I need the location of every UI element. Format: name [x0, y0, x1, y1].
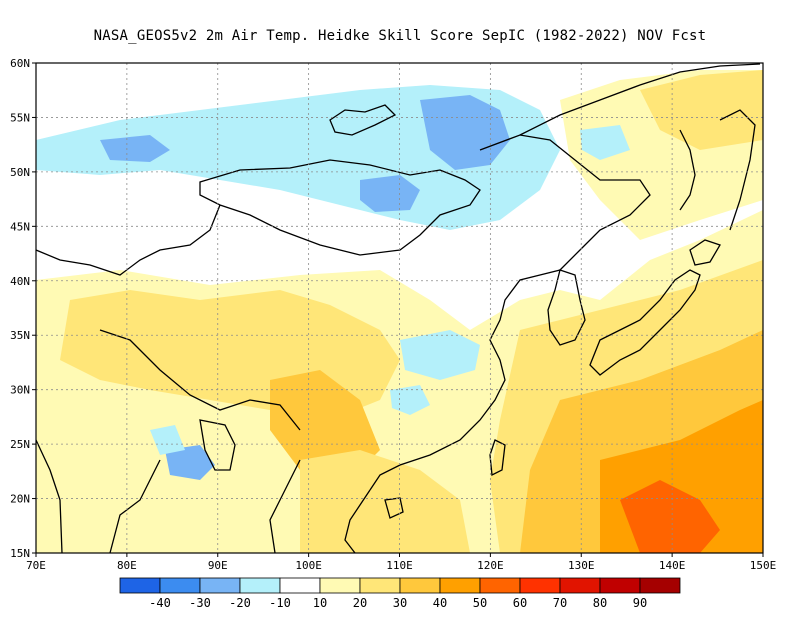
himalaya-border [99, 329, 301, 431]
lake-baikal [329, 104, 397, 136]
colorbar-swatch [559, 577, 601, 594]
lon-tick-label: 130E [568, 559, 595, 572]
lon-tick-label: 90E [208, 559, 228, 572]
lat-tick-label: 30N [10, 384, 30, 397]
taiwan-coast [489, 439, 506, 477]
colorbar-label: -10 [269, 596, 291, 610]
korea-coast [547, 269, 586, 346]
field-china-lightblue [400, 330, 480, 380]
colorbar: -40 -30 -20 -10 10 20 30 40 50 60 70 80 90 [119, 577, 681, 610]
field-mongolia-blue [360, 175, 420, 212]
colorbar-swatch [319, 577, 361, 594]
japan-coast [589, 269, 701, 376]
sakhalin-coast [679, 129, 696, 211]
field-bay-bengal-blue [165, 445, 215, 480]
lon-tick-label: 110E [386, 559, 413, 572]
colorbar-swatch [479, 577, 521, 594]
colorbar-label: -40 [149, 596, 171, 610]
hainan-coast [384, 497, 404, 519]
lat-tick-label: 60N [10, 57, 30, 70]
colorbar-swatch [399, 577, 441, 594]
colorbar-label: -30 [189, 596, 211, 610]
lat-tick-label: 45N [10, 220, 30, 233]
bangladesh-coast [199, 419, 236, 471]
lon-tick-label: 80E [117, 559, 137, 572]
lon-tick-label: 100E [295, 559, 322, 572]
lat-tick-label: 55N [10, 111, 30, 124]
hokkaido-coast [689, 239, 721, 266]
colorbar-swatch [599, 577, 641, 594]
colorbar-label: 20 [353, 596, 367, 610]
colorbar-label: 80 [593, 596, 607, 610]
map-title: NASA_GEOS5v2 2m Air Temp. Heidke Skill S… [93, 28, 707, 44]
colorbar-label: -20 [229, 596, 251, 610]
colorbar-label: 60 [513, 596, 527, 610]
colorbar-label: 90 [633, 596, 647, 610]
field-pacific-red [620, 480, 720, 553]
colorbar-label: 70 [553, 596, 567, 610]
lat-tick-label: 50N [10, 166, 30, 179]
indochina-coast [269, 459, 371, 553]
russian-far-east-coast [519, 63, 761, 136]
latitude-ticks: 15N 20N 25N 30N 35N 40N 45N 50N 55N 60N [10, 57, 36, 560]
field-west-siberia-blue [100, 135, 170, 162]
central-asia-border [36, 204, 221, 276]
lat-tick-label: 25N [10, 438, 30, 451]
longitude-ticks: 70E 80E 90E 100E 110E 120E 130E 140E 150E [26, 553, 776, 572]
india-coast [36, 439, 161, 553]
coastlines [36, 63, 761, 553]
map-gridlines [36, 63, 763, 553]
lat-tick-label: 35N [10, 329, 30, 342]
field-sea-of-japan-lightblue [580, 125, 630, 160]
field-bay-bengal-lightblue [150, 425, 185, 455]
colorbar-swatch [519, 577, 561, 594]
colorbar-swatch [239, 577, 281, 594]
field-sichuan-lightblue [390, 385, 430, 415]
colorbar-swatch [359, 577, 401, 594]
colorbar-swatch [439, 577, 481, 594]
colorbar-label: 50 [473, 596, 487, 610]
colorbar-swatch [199, 577, 241, 594]
colorbar-swatch [159, 577, 201, 594]
kamchatka-coast [719, 109, 756, 231]
china-coast [369, 134, 651, 491]
lon-tick-label: 140E [659, 559, 686, 572]
colorbar-swatch [119, 577, 161, 594]
field-kamchatka-orange [640, 70, 763, 150]
skill-score-field [36, 63, 763, 553]
lat-tick-label: 40N [10, 275, 30, 288]
lat-tick-label: 15N [10, 547, 30, 560]
colorbar-label: 30 [393, 596, 407, 610]
lat-tick-label: 20N [10, 493, 30, 506]
colorbar-swatch [279, 577, 321, 594]
lon-tick-label: 70E [26, 559, 46, 572]
lon-tick-label: 120E [477, 559, 504, 572]
colorbar-swatch [639, 577, 681, 594]
field-siberia-blue [420, 95, 510, 170]
lon-tick-label: 150E [750, 559, 777, 572]
mongolia-border [199, 159, 481, 256]
colorbar-label: 40 [433, 596, 447, 610]
colorbar-label: 10 [313, 596, 327, 610]
